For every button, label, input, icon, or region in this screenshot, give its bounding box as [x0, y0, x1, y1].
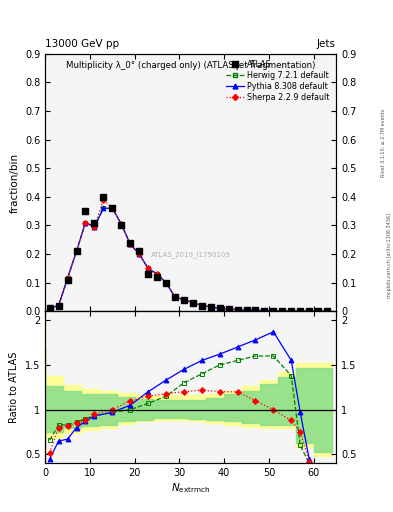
Y-axis label: Ratio to ATLAS: Ratio to ATLAS — [9, 352, 19, 423]
Text: Rivet 3.1.10, ≥ 2.7M events: Rivet 3.1.10, ≥ 2.7M events — [381, 109, 386, 178]
Text: 13000 GeV pp: 13000 GeV pp — [45, 38, 119, 49]
Text: Multiplicity λ_0° (charged only) (ATLAS jet fragmentation): Multiplicity λ_0° (charged only) (ATLAS … — [66, 61, 315, 71]
Text: Jets: Jets — [317, 38, 336, 49]
Legend: ATLAS, Herwig 7.2.1 default, Pythia 8.308 default, Sherpa 2.2.9 default: ATLAS, Herwig 7.2.1 default, Pythia 8.30… — [224, 58, 332, 104]
Text: ATLAS_2019_I1790109: ATLAS_2019_I1790109 — [151, 251, 231, 258]
Text: mcplots.cern.ch [arXiv:1306.3436]: mcplots.cern.ch [arXiv:1306.3436] — [387, 214, 391, 298]
Y-axis label: fraction/bin: fraction/bin — [9, 153, 19, 212]
X-axis label: $N_\mathregular{extrm{ch}}$: $N_\mathregular{extrm{ch}}$ — [171, 481, 210, 495]
